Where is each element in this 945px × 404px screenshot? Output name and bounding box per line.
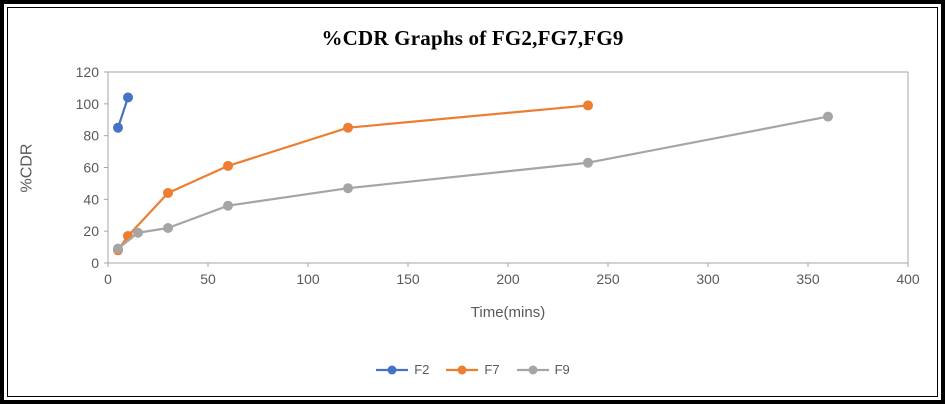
series-F9-point	[133, 227, 143, 238]
series-F9-point	[583, 157, 593, 168]
series-F2-point	[113, 122, 123, 133]
y-axis-tick-label: 80	[83, 128, 99, 144]
series-F9	[113, 111, 833, 254]
series-F9-point	[163, 222, 173, 233]
plot-svg: 0 50 100 150 200 250 300 350 400 0 20 40 60 80 100 120	[76, 64, 920, 287]
series-F7-point	[163, 187, 173, 198]
x-axis-tick-label: 200	[496, 271, 520, 287]
series-F2-point	[123, 92, 133, 103]
x-axis-tick-label: 0	[104, 271, 112, 287]
y-axis-tick-label: 100	[76, 96, 100, 112]
legend-marker-icon	[516, 365, 549, 374]
y-axis-title-text: %CDR	[18, 143, 36, 192]
y-axis-tick-label: 120	[76, 64, 100, 80]
series-F9-point	[223, 200, 233, 211]
x-axis-tick-label: 50	[200, 271, 216, 287]
x-axis-tick-label: 150	[396, 271, 420, 287]
legend-marker-icon	[446, 365, 479, 374]
series-F7-point	[583, 100, 593, 111]
series-F2	[113, 92, 133, 133]
legend-label: F9	[554, 362, 570, 377]
x-axis-tick-label: 300	[696, 271, 720, 287]
series-F7-point	[343, 122, 353, 133]
plot-area	[107, 71, 909, 264]
series-F9-point	[343, 183, 353, 194]
y-axis-title: %CDR	[14, 72, 40, 263]
legend-marker-icon	[376, 365, 409, 374]
y-axis-tick-label: 60	[83, 160, 99, 176]
legend-label: F7	[484, 362, 500, 377]
x-axis-tick-label: 350	[796, 271, 820, 287]
series-F7-point	[223, 160, 233, 171]
chart-title: %CDR Graphs of FG2,FG7,FG9	[321, 26, 624, 50]
chart-inner-frame: %CDR Graphs of FG2,FG7,FG9 0 50 100 150 200 2…	[7, 7, 938, 397]
x-axis-tick-label: 100	[296, 271, 320, 287]
legend: F2 F7 F9	[8, 362, 937, 377]
y-axis-tick-label: 20	[83, 223, 99, 239]
y-axis-tick-label: 40	[83, 191, 99, 207]
series-F9-point	[823, 111, 833, 122]
y-axis-tick-label: 0	[91, 255, 99, 271]
series-F2-line	[116, 96, 130, 129]
legend-item-F7: F7	[445, 362, 500, 377]
x-axis-tick-label: 400	[896, 271, 920, 287]
legend-label: F2	[414, 362, 430, 377]
x-axis-title: Time(mins)	[470, 304, 546, 321]
legend-item-F2: F2	[375, 362, 429, 377]
legend-item-F9: F9	[516, 362, 570, 377]
series-F9-point	[113, 243, 123, 254]
x-axis-tick-label: 250	[596, 271, 620, 287]
